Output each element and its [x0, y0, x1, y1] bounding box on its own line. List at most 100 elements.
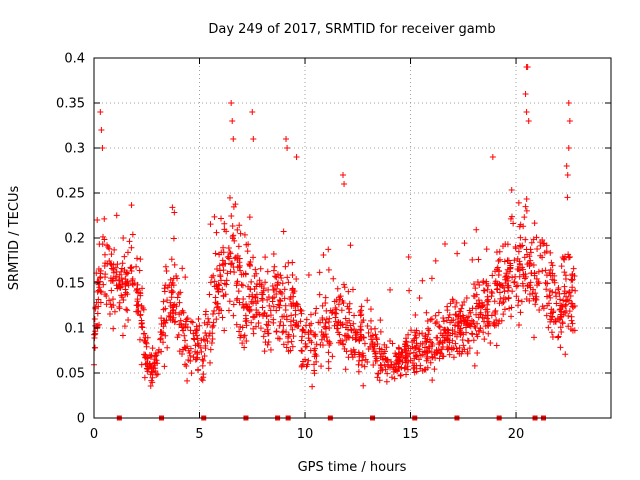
- data-point: [133, 263, 140, 270]
- data-point: [473, 300, 480, 307]
- data-point: [136, 267, 143, 274]
- data-point: [194, 367, 201, 374]
- data-point: [348, 326, 355, 333]
- data-point: [179, 351, 186, 358]
- data-point: [311, 367, 318, 374]
- data-point: [226, 255, 233, 262]
- data-point: [116, 277, 123, 284]
- data-point: [193, 323, 200, 330]
- data-point: [303, 316, 310, 323]
- data-point: [160, 329, 167, 336]
- data-point: [528, 270, 535, 277]
- data-point: [224, 254, 231, 261]
- data-point: [552, 318, 559, 325]
- data-point: [522, 287, 529, 294]
- data-point: [484, 293, 491, 300]
- data-point: [444, 344, 451, 351]
- data-point: [536, 307, 543, 314]
- data-point: [383, 378, 390, 385]
- y-tick-label: 0.25: [56, 187, 85, 202]
- data-point: [276, 322, 283, 329]
- data-point: [355, 349, 362, 356]
- data-point: [533, 275, 540, 282]
- data-point: [453, 299, 460, 306]
- data-point: [181, 344, 188, 351]
- data-point: [335, 339, 342, 346]
- data-point: [483, 246, 490, 253]
- data-point: [376, 345, 383, 352]
- data-point: [281, 286, 288, 293]
- data-point: [451, 322, 458, 329]
- data-point: [149, 345, 156, 352]
- data-point: [547, 287, 554, 294]
- data-point: [96, 284, 103, 291]
- data-point: [489, 290, 496, 297]
- data-point: [461, 299, 468, 306]
- data-point: [371, 343, 378, 350]
- data-point: [112, 264, 119, 271]
- data-point: [542, 267, 549, 274]
- data-point: [352, 329, 359, 336]
- data-point: [548, 306, 555, 313]
- data-point: [243, 241, 250, 248]
- data-point: [259, 304, 266, 311]
- data-point: [323, 307, 330, 314]
- data-point: [440, 314, 447, 321]
- data-point: [372, 350, 379, 357]
- data-point: [276, 302, 283, 309]
- data-point: [350, 320, 357, 327]
- data-point: [213, 316, 220, 323]
- data-point: [124, 278, 131, 285]
- data-point: [357, 326, 364, 333]
- data-point: [517, 309, 524, 316]
- tick-labels: 0 0.05 0.1 0.15 0.2 0.25 0.3 0.35 0.4 0 5 10 15 20: [56, 52, 524, 443]
- data-point: [477, 325, 484, 332]
- data-point: [210, 322, 217, 329]
- data-point: [558, 263, 565, 270]
- data-point: [198, 348, 205, 355]
- data-point: [108, 261, 115, 268]
- data-point: [184, 315, 191, 322]
- data-point: [164, 297, 171, 304]
- data-point: [505, 287, 512, 294]
- data-point: [527, 279, 534, 286]
- data-point: [459, 302, 466, 309]
- data-point: [391, 375, 398, 382]
- data-point: [286, 295, 293, 302]
- data-point: [546, 292, 553, 299]
- data-point: [275, 301, 282, 308]
- data-point: [148, 369, 155, 376]
- data-point: [563, 293, 570, 300]
- data-point: [424, 348, 431, 355]
- data-point: [238, 271, 245, 278]
- data-point: [170, 282, 177, 289]
- data-point: [406, 287, 413, 294]
- data-point: [325, 266, 332, 273]
- data-point: [424, 364, 431, 371]
- data-point: [302, 356, 309, 363]
- data-point: [303, 343, 310, 350]
- data-point: [199, 362, 206, 369]
- data-point: [323, 316, 330, 323]
- data-point: [334, 285, 341, 292]
- data-point: [388, 358, 395, 365]
- data-point: [111, 246, 118, 253]
- data-point: [270, 303, 277, 310]
- outlier-point: [524, 64, 531, 70]
- data-point: [441, 337, 448, 344]
- data-point: [157, 335, 164, 342]
- data-point: [411, 329, 418, 336]
- data-point: [313, 305, 320, 312]
- data-point: [265, 318, 272, 325]
- data-point: [170, 302, 177, 309]
- data-point: [181, 361, 188, 368]
- data-point: [488, 293, 495, 300]
- data-point: [119, 260, 126, 267]
- data-point: [522, 236, 529, 243]
- outlier-point: [489, 154, 496, 160]
- data-point: [408, 327, 415, 334]
- data-point: [523, 207, 530, 214]
- data-point: [364, 359, 371, 366]
- data-point: [534, 246, 541, 253]
- data-point: [485, 330, 492, 337]
